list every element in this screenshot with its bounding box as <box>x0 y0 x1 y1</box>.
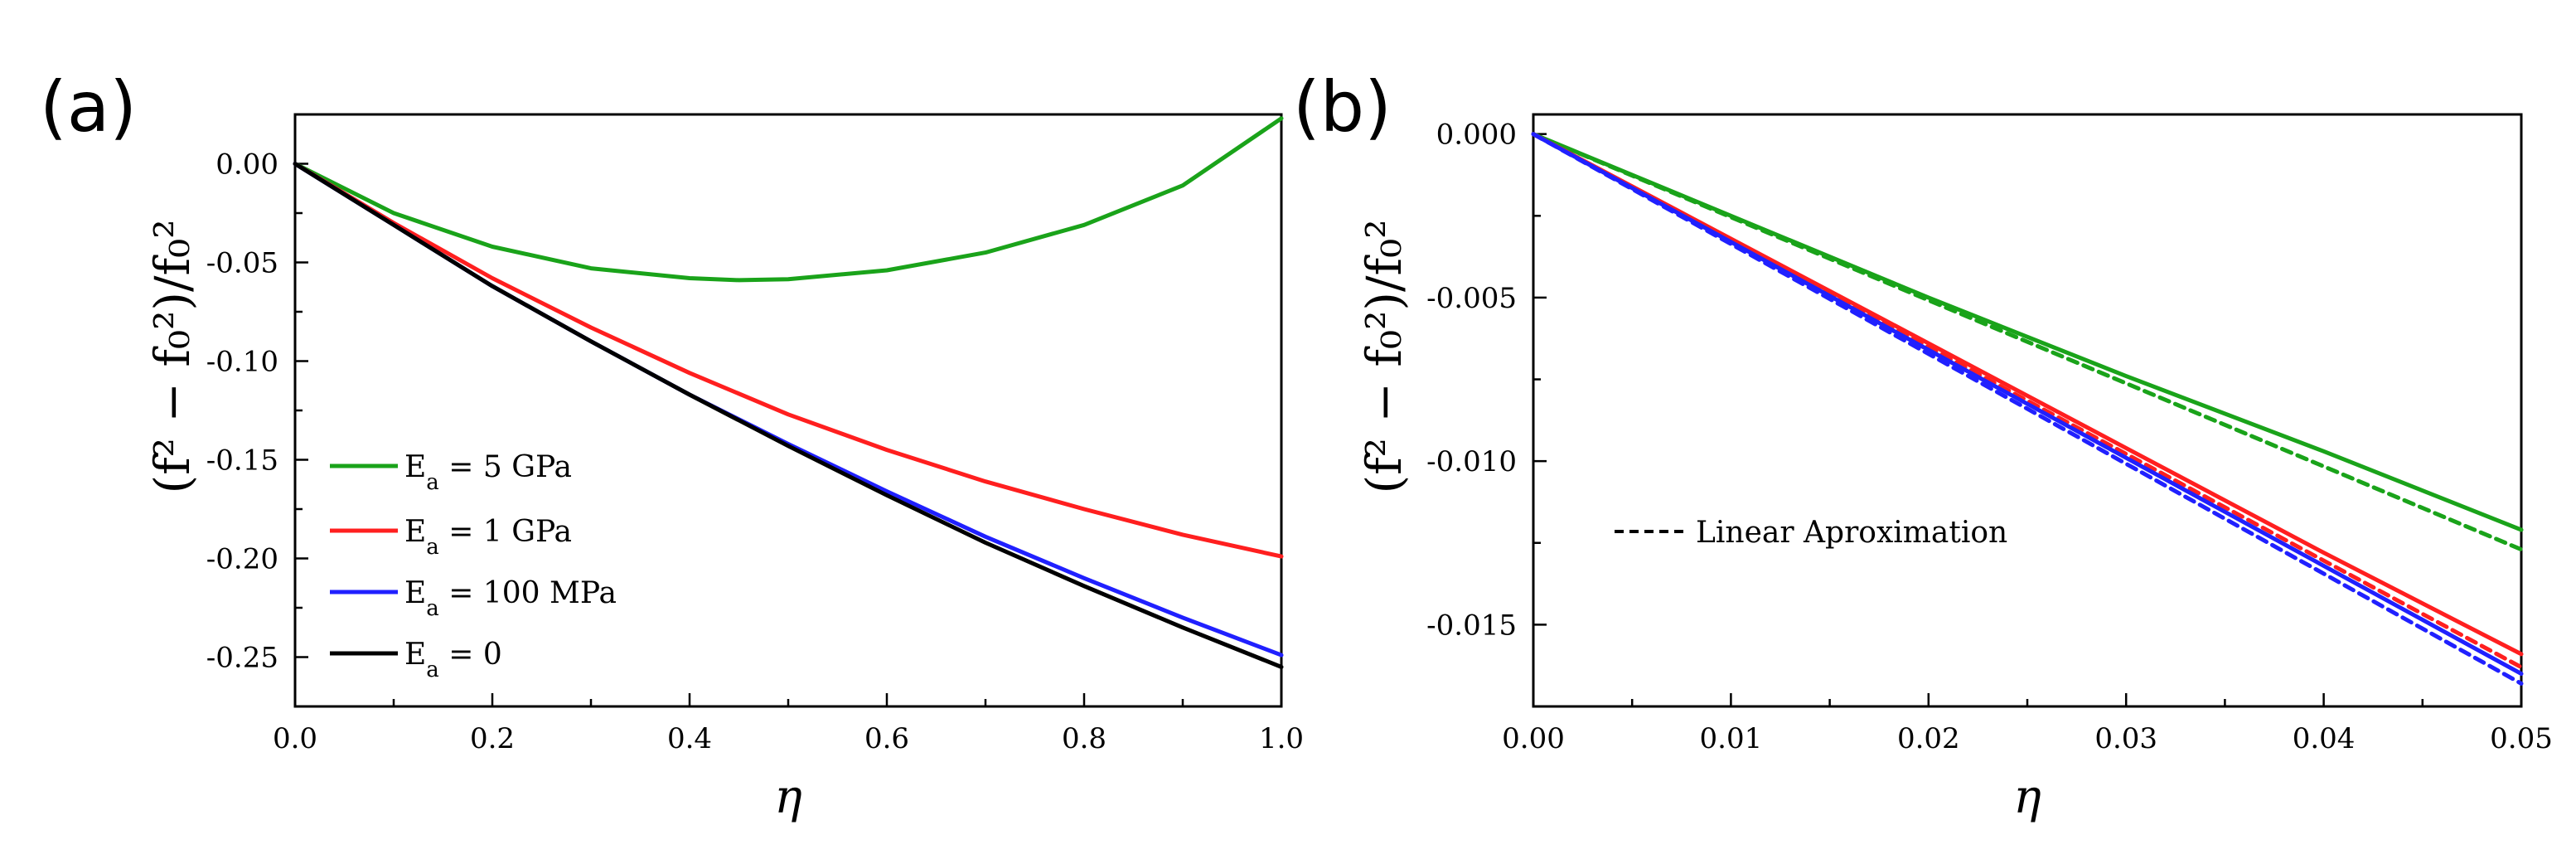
panel-b-y-axis-label: (f² − f₀²)/f₀² <box>1356 220 1412 494</box>
panel-a-y-tick-label: -0.25 <box>206 642 278 675</box>
panel-b-legend: Linear Aproximation <box>1615 516 2007 550</box>
panel-b-x-tick-label: 0.01 <box>1700 722 1763 755</box>
panel-a-y-tick-label: -0.05 <box>206 247 278 280</box>
panel-a-x-tick-label: 0.8 <box>1062 722 1106 755</box>
legend-label-1gpa: Ea = 1 GPa <box>404 515 572 560</box>
panel-b-y-tick-label: 0.000 <box>1436 119 1517 152</box>
panel-a-x-tick-label: 0.6 <box>864 722 909 755</box>
legend-item-100mpa: Ea = 100 MPa <box>330 576 617 621</box>
panel-a-y-tick-label: -0.15 <box>206 444 278 478</box>
panel-b-series-ea-100-mpa-linear <box>1531 132 2524 686</box>
panel-a-x-tick-label: 0.0 <box>273 722 317 755</box>
panel-a-y-axis-label: (f² − f₀²)/f₀² <box>144 220 201 494</box>
panel-a-plot: 0.0 0.2 0.4 0.6 0.8 1.0 0.00 -0.05 -0.10 -0.15 -0.… <box>206 113 1304 756</box>
panel-b-y-tick-label: -0.015 <box>1426 609 1517 642</box>
legend-label-100mpa: Ea = 100 MPa <box>404 576 617 621</box>
panel-a-series <box>293 116 1284 669</box>
panel-b-x-tick-label: 0.02 <box>1897 722 1960 755</box>
panel-a-y-tick-label: 0.00 <box>215 148 278 182</box>
panel-a-y-tick-label: -0.10 <box>206 346 278 379</box>
panel-b-y-tick-label: -0.005 <box>1426 282 1517 315</box>
panel-a-y-tick-label: -0.20 <box>206 543 278 576</box>
panel-a-y-axis-title: (f² − f₀²)/f₀² <box>144 220 201 494</box>
panel-b-x-tick-label: 0.03 <box>2094 722 2157 755</box>
panel-b-series-ea-5-gpa <box>1531 132 2524 532</box>
panel-a-x-axis-label: η <box>774 770 802 824</box>
panel-b-x-tick-label: 0.00 <box>1502 722 1565 755</box>
panel-a-x-tick-label: 1.0 <box>1259 722 1304 755</box>
panel-b-series-ea-5-gpa-linear <box>1531 132 2524 552</box>
panel-a-ticks: 0.0 0.2 0.4 0.6 0.8 1.0 0.00 -0.05 -0.10 -0.15 -0.… <box>206 148 1304 756</box>
legend-label-5gpa: Ea = 5 GPa <box>404 450 572 495</box>
panel-a-series-ea-0 <box>293 162 1284 669</box>
panel-b-x-tick-label: 0.05 <box>2490 722 2553 755</box>
panel-a-series-ea-5-gpa <box>293 116 1284 283</box>
panel-b-x-axis-label: η <box>2013 770 2041 824</box>
legend-label-linear: Linear Aproximation <box>1696 516 2007 550</box>
panel-a-label: (a) <box>40 66 137 148</box>
panel-b-label: (b) <box>1293 66 1392 148</box>
panel-a-legend: Ea = 5 GPa Ea = 1 GPa Ea = 100 MPa Ea = … <box>330 450 617 682</box>
panel-b: (b) (f² − f₀²)/f₀² 0.00 0.01 0.02 0.03 0.04 0… <box>1293 66 2553 824</box>
legend-label-0: Ea = 0 <box>404 638 502 682</box>
legend-item-5gpa: Ea = 5 GPa <box>330 450 572 495</box>
panel-b-plot: 0.00 0.01 0.02 0.03 0.04 0.05 0.000 -0.005 -0.01… <box>1426 113 2553 755</box>
panel-b-y-axis-title: (f² − f₀²)/f₀² <box>1356 220 1412 494</box>
panel-b-ticks: 0.00 0.01 0.02 0.03 0.04 0.05 0.000 -0.005 -0.01… <box>1426 119 2553 755</box>
panel-a-series-ea-1-gpa <box>293 162 1284 559</box>
panel-b-series <box>1531 132 2524 686</box>
panel-b-y-tick-label: -0.010 <box>1426 445 1517 478</box>
legend-item-0: Ea = 0 <box>330 638 502 682</box>
legend-item-1gpa: Ea = 1 GPa <box>330 515 572 560</box>
panel-b-x-tick-label: 0.04 <box>2293 722 2356 755</box>
panel-a-x-tick-label: 0.4 <box>667 722 712 755</box>
panel-a-x-tick-label: 0.2 <box>470 722 515 755</box>
panel-a: (a) (f² − f₀²)/f₀² 0.0 0.2 0.4 0.6 0.8 1.00.0… <box>40 66 1304 824</box>
